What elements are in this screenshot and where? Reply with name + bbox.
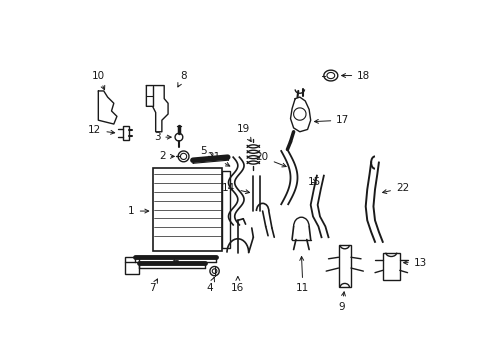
Text: 5: 5 [200,146,212,157]
Bar [222,171,230,248]
Text: 2: 2 [159,152,174,161]
Text: 18: 18 [341,71,370,81]
Text: 13: 13 [403,258,426,267]
Text: 21: 21 [206,152,229,166]
Text: 17: 17 [314,115,349,125]
Text: 6: 6 [172,257,179,267]
Text: 8: 8 [178,71,186,87]
Bar [124,257,138,274]
Text: 15: 15 [307,177,320,187]
Bar [338,245,350,287]
Text: 3: 3 [153,132,171,142]
Text: 16: 16 [231,276,244,293]
Text: 7: 7 [149,279,157,293]
Text: 12: 12 [88,125,114,135]
Text: 10: 10 [92,71,104,90]
Bar [123,126,129,140]
Text: 19: 19 [236,125,251,141]
Text: 9: 9 [338,292,345,311]
Text: 1: 1 [128,206,148,216]
Text: 11: 11 [296,257,309,293]
Bar [152,168,222,251]
Text: 20: 20 [255,152,285,167]
Bar [382,253,399,280]
Text: 22: 22 [382,183,408,194]
Text: 4: 4 [206,277,214,293]
Text: 14: 14 [222,183,249,194]
